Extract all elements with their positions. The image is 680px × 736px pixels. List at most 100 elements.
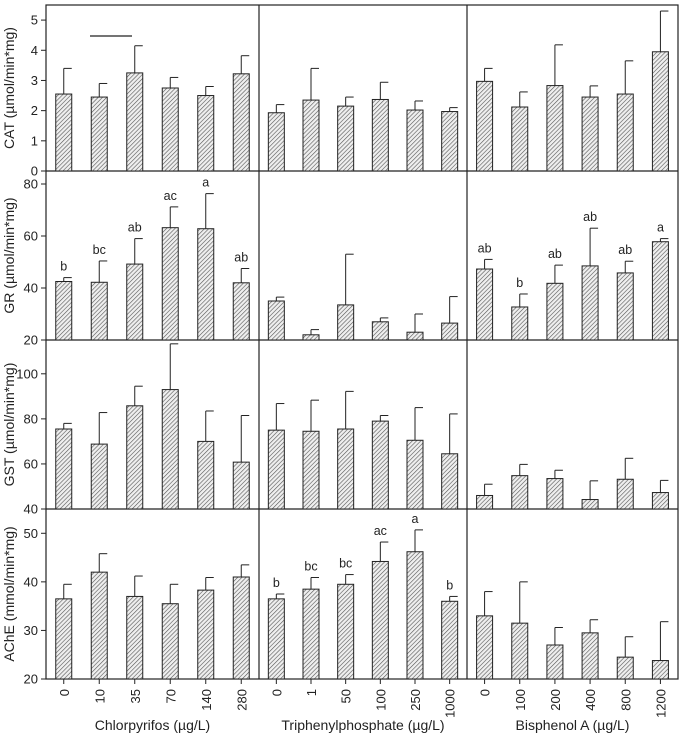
bar [616, 272, 634, 341]
bar [232, 73, 250, 172]
significance-label: bc [304, 559, 317, 573]
y-tick-label: 40 [24, 281, 38, 296]
plot-frame [45, 4, 679, 680]
y-tick-label: 4 [31, 43, 38, 58]
x-tick-label: 400 [583, 689, 598, 711]
bar [406, 439, 424, 510]
x-tick-label: 70 [163, 689, 178, 703]
y-axis-title: AChE (mmol/min*mg) [1, 526, 17, 661]
x-tick-label: 35 [128, 689, 143, 703]
y-tick-label: 40 [24, 574, 38, 589]
bar [197, 440, 215, 510]
bar [337, 428, 355, 510]
bar [371, 98, 389, 172]
x-tick-label: 280 [234, 689, 249, 711]
bar [546, 644, 564, 680]
bar [197, 228, 215, 341]
bar [476, 494, 494, 510]
y-axis-title: GR (µmol/min*mg) [1, 197, 17, 313]
x-tick-label: 0 [57, 689, 72, 696]
significance-label: b [446, 578, 453, 592]
significance-label: b [516, 276, 523, 290]
bar [267, 112, 285, 172]
bar [302, 430, 320, 510]
bar [267, 429, 285, 510]
bar [55, 428, 73, 510]
bar [616, 478, 634, 510]
x-tick-label: 1200 [653, 689, 668, 718]
significance-label: b [60, 260, 67, 274]
bar [441, 111, 459, 172]
x-tick-label: 100 [373, 689, 388, 711]
bar [406, 331, 424, 341]
bar [511, 106, 529, 172]
y-tick-label: 0 [31, 164, 38, 179]
bar [337, 583, 355, 680]
x-axis-title: Chlorpyrifos (µg/L) [95, 717, 210, 733]
significance-label: ab [128, 221, 142, 235]
significance-label: ab [478, 241, 492, 255]
x-tick-label: 250 [408, 689, 423, 711]
x-tick-label: 50 [339, 689, 354, 703]
bar [302, 99, 320, 172]
significance-label: a [412, 512, 419, 526]
bar [126, 72, 144, 172]
bar [90, 571, 108, 680]
bar [55, 93, 73, 172]
y-tick-label: 80 [24, 411, 38, 426]
bar [232, 461, 250, 510]
bar [546, 478, 564, 510]
bar [546, 85, 564, 172]
bar [371, 560, 389, 680]
y-axis-title: CAT (µmol/min*mg) [1, 27, 17, 149]
bar [651, 660, 669, 680]
bar [581, 632, 599, 680]
y-axis-title: GST (µmol/min*mg) [1, 363, 17, 487]
significance-label: ab [618, 243, 632, 257]
bar [441, 453, 459, 510]
bar [511, 306, 529, 341]
y-tick-label: 60 [24, 456, 38, 471]
y-tick-label: 60 [24, 229, 38, 244]
x-tick-label: 0 [269, 689, 284, 696]
y-tick-label: 5 [31, 13, 38, 28]
y-tick-label: 20 [24, 333, 38, 348]
x-axis-title: Triphenylphosphate (µg/L) [281, 717, 444, 733]
y-tick-label: 3 [31, 73, 38, 88]
bar [302, 334, 320, 341]
significance-label: a [202, 176, 209, 190]
x-tick-label: 140 [199, 689, 214, 711]
bar [581, 96, 599, 172]
y-tick-label: 30 [24, 623, 38, 638]
y-tick-label: 20 [24, 672, 38, 687]
bar [90, 96, 108, 172]
x-tick-label: 0 [478, 689, 493, 696]
significance-label: b [273, 576, 280, 590]
bar [302, 588, 320, 680]
bar [476, 268, 494, 341]
bar [581, 265, 599, 341]
bar [126, 405, 144, 510]
bar [476, 615, 494, 680]
bar [371, 420, 389, 510]
bar [371, 321, 389, 341]
y-tick-label: 2 [31, 103, 38, 118]
bar [197, 95, 215, 172]
x-axis-title: Bisphenol A (µg/L) [516, 717, 630, 733]
bar [651, 51, 669, 172]
bar [511, 475, 529, 510]
bar [441, 322, 459, 341]
bar [616, 93, 634, 172]
bar [197, 589, 215, 680]
y-tick-label: 1 [31, 133, 38, 148]
bar [90, 281, 108, 341]
bar [337, 105, 355, 172]
bar [441, 600, 459, 680]
x-tick-label: 1 [304, 689, 319, 696]
significance-label: a [657, 221, 664, 235]
significance-label: ab [583, 210, 597, 224]
x-tick-label: 10 [92, 689, 107, 703]
bar [616, 656, 634, 680]
bar [511, 622, 529, 680]
